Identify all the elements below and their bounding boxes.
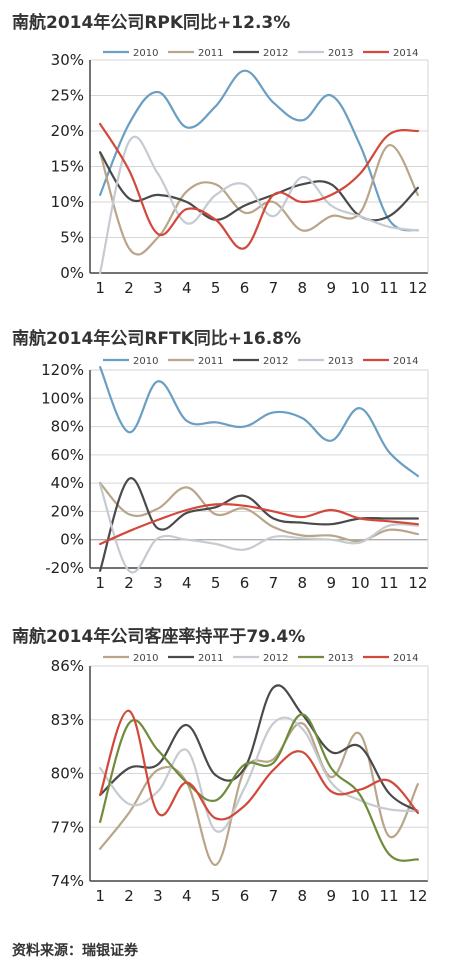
series-line-2014 <box>99 122 419 250</box>
y-tick-label: 0% <box>60 531 84 549</box>
x-tick-label: 9 <box>326 887 336 905</box>
series-line-2013 <box>99 713 419 862</box>
x-tick-label: 3 <box>153 574 163 592</box>
y-tick-label: 40% <box>51 474 84 492</box>
legend-label-2012: 2012 <box>263 48 288 59</box>
x-tick-label: 4 <box>182 574 192 592</box>
y-tick-label: 60% <box>51 446 84 464</box>
x-tick-label: 9 <box>326 574 336 592</box>
x-tick-label: 1 <box>95 887 105 905</box>
x-tick-label: 10 <box>351 887 370 905</box>
x-tick-label: 4 <box>182 279 192 297</box>
y-tick-label: 86% <box>51 657 84 675</box>
x-tick-label: 11 <box>379 887 398 905</box>
legend-label-2013: 2013 <box>328 356 353 367</box>
x-tick-label: 3 <box>153 887 163 905</box>
series-line-2010 <box>99 366 419 478</box>
chart-rftk: -20%0%20%40%60%80%100%120%1 2 3 4 5 6 7 8 9 10 11 1… <box>41 356 429 592</box>
series-line-2014 <box>99 502 419 546</box>
series-line-2013 <box>99 135 419 275</box>
series-line-2012 <box>99 716 419 833</box>
x-tick-label: 8 <box>298 887 308 905</box>
y-tick-label: 80% <box>51 765 84 783</box>
x-tick-label: 11 <box>379 279 398 297</box>
legend-label-2011: 2011 <box>198 356 223 367</box>
series-line-2011 <box>99 684 419 813</box>
y-tick-label: 25% <box>51 87 84 105</box>
y-tick-label: 74% <box>51 872 84 890</box>
y-tick-label: 120% <box>41 361 84 379</box>
x-tick-label: 2 <box>124 887 134 905</box>
y-tick-label: 10% <box>51 193 84 211</box>
legend-label-2014: 2014 <box>393 653 418 664</box>
x-tick-label: 6 <box>240 887 250 905</box>
y-tick-label: 77% <box>51 818 84 836</box>
chart-title-rpk: 南航2014年公司RPK同比+12.3% <box>12 13 291 33</box>
x-tick-label: 10 <box>351 574 370 592</box>
x-tick-label: 7 <box>269 887 279 905</box>
x-tick-label: 1 <box>95 574 105 592</box>
x-tick-label: 7 <box>269 279 279 297</box>
y-tick-label: 20% <box>51 502 84 520</box>
legend-label-2010: 2010 <box>133 653 158 664</box>
x-tick-label: 6 <box>240 279 250 297</box>
chart-title-rftk: 南航2014年公司RFTK同比+16.8% <box>12 329 302 349</box>
x-tick-label: 2 <box>124 574 134 592</box>
x-tick-label: 8 <box>298 574 308 592</box>
legend-label-2010: 2010 <box>133 48 158 59</box>
legend-label-2014: 2014 <box>393 48 418 59</box>
chart-title-load-factor: 南航2014年公司客座率持平于79.4% <box>12 627 306 647</box>
series-line-2010 <box>99 722 419 866</box>
y-tick-label: 100% <box>41 389 84 407</box>
y-tick-label: -20% <box>45 559 84 577</box>
y-tick-label: 80% <box>51 418 84 436</box>
source-note: 资料来源：瑞银证券 <box>12 943 138 959</box>
y-tick-label: 83% <box>51 711 84 729</box>
x-tick-label: 11 <box>379 574 398 592</box>
series-line-2011 <box>99 144 419 256</box>
x-tick-label: 7 <box>269 574 279 592</box>
legend-label-2014: 2014 <box>393 356 418 367</box>
x-tick-label: 5 <box>211 279 221 297</box>
y-tick-label: 15% <box>51 158 84 176</box>
x-tick-label: 5 <box>211 887 221 905</box>
legend-label-2011: 2011 <box>198 653 223 664</box>
x-tick-label: 12 <box>408 887 427 905</box>
x-tick-label: 2 <box>124 279 134 297</box>
y-tick-label: 20% <box>51 122 84 140</box>
y-tick-label: 30% <box>51 51 84 69</box>
legend-label-2010: 2010 <box>133 356 158 367</box>
x-tick-label: 12 <box>408 574 427 592</box>
legend-label-2013: 2013 <box>328 48 353 59</box>
x-tick-label: 4 <box>182 887 192 905</box>
x-tick-label: 9 <box>326 279 336 297</box>
legend-label-2012: 2012 <box>263 653 288 664</box>
x-tick-label: 10 <box>351 279 370 297</box>
series-line-2013 <box>99 483 419 574</box>
x-tick-label: 1 <box>95 279 105 297</box>
legend-label-2012: 2012 <box>263 356 288 367</box>
y-tick-label: 0% <box>60 264 84 282</box>
x-tick-label: 6 <box>240 574 250 592</box>
series-line-2014 <box>99 709 419 821</box>
legend-label-2013: 2013 <box>328 653 353 664</box>
x-tick-label: 8 <box>298 279 308 297</box>
legend-label-2011: 2011 <box>198 48 223 59</box>
y-tick-label: 5% <box>60 229 84 247</box>
x-tick-label: 12 <box>408 279 427 297</box>
x-tick-label: 3 <box>153 279 163 297</box>
x-tick-label: 5 <box>211 574 221 592</box>
series-line-2010 <box>99 69 419 232</box>
